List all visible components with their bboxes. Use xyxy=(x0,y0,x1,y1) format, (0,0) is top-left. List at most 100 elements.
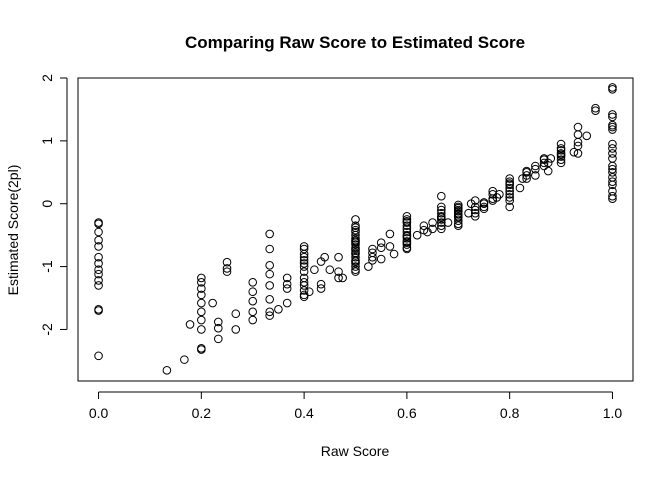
data-point xyxy=(299,249,309,259)
data-point xyxy=(94,281,103,290)
data-point xyxy=(608,194,617,203)
data-point xyxy=(608,83,617,92)
data-point xyxy=(573,149,583,158)
data-point xyxy=(265,281,274,290)
data-point xyxy=(213,334,223,344)
data-point xyxy=(208,298,217,308)
data-point xyxy=(543,166,553,176)
data-point xyxy=(470,202,480,212)
data-point xyxy=(608,180,617,190)
x-axis: 0.0 0.2 0.4 0.6 0.8 1.0 xyxy=(89,391,622,421)
data-point xyxy=(569,147,579,157)
x-tick-label: 0.8 xyxy=(500,405,520,421)
data-point xyxy=(368,244,377,254)
data-point xyxy=(299,252,309,262)
data-point xyxy=(94,235,103,245)
data-point xyxy=(470,205,480,215)
data-point xyxy=(94,252,103,262)
data-point xyxy=(428,218,437,227)
data-point xyxy=(608,85,617,94)
data-point xyxy=(543,158,553,168)
data-point xyxy=(94,259,103,268)
data-point xyxy=(338,273,347,283)
data-point xyxy=(222,264,232,273)
plot-frame xyxy=(77,77,634,382)
data-point xyxy=(299,286,309,295)
data-point xyxy=(94,269,103,279)
x-tick-label: 0.0 xyxy=(89,405,109,421)
data-point xyxy=(265,244,274,254)
data-point xyxy=(419,221,429,231)
data-point xyxy=(197,284,206,293)
data-point xyxy=(437,224,446,234)
data-point xyxy=(437,202,446,212)
data-point xyxy=(351,227,360,237)
data-point xyxy=(282,273,292,283)
data-point xyxy=(505,202,514,212)
data-point xyxy=(299,256,309,265)
data-point xyxy=(539,158,549,168)
data-point xyxy=(608,177,617,187)
data-point xyxy=(402,217,412,226)
chart-title: Comparing Raw Score to Estimated Score xyxy=(185,33,525,52)
data-point xyxy=(213,323,223,333)
data-point xyxy=(412,230,422,240)
data-point xyxy=(248,315,258,325)
data-point xyxy=(376,254,386,264)
data-point xyxy=(608,164,617,174)
data-point xyxy=(470,211,480,221)
data-point xyxy=(248,307,258,317)
data-point xyxy=(364,262,373,271)
data-point xyxy=(495,189,504,199)
data-point xyxy=(248,278,258,287)
data-point xyxy=(299,281,309,290)
data-point xyxy=(437,191,446,201)
data-point xyxy=(265,269,274,279)
data-point xyxy=(197,315,206,325)
data-point xyxy=(437,218,446,227)
data-point xyxy=(351,244,360,254)
data-point xyxy=(282,284,292,293)
data-point xyxy=(522,171,531,180)
data-point xyxy=(402,221,412,231)
data-point xyxy=(185,320,195,329)
data-point xyxy=(453,221,463,231)
x-tick-label: 0.2 xyxy=(192,405,212,421)
y-tick-label: 0 xyxy=(39,200,55,208)
data-point xyxy=(608,173,617,182)
data-point xyxy=(376,238,386,248)
data-point xyxy=(556,139,566,149)
data-point xyxy=(608,110,617,119)
data-point xyxy=(505,179,514,188)
data-point xyxy=(556,158,566,168)
data-point xyxy=(608,167,617,177)
data-point xyxy=(505,174,514,183)
y-tick-label: -2 xyxy=(39,323,55,336)
data-point xyxy=(385,229,395,239)
data-point xyxy=(351,252,360,262)
data-point xyxy=(402,244,412,254)
data-point xyxy=(608,144,617,153)
data-point xyxy=(573,130,583,139)
data-point xyxy=(492,193,502,202)
data-point xyxy=(428,224,437,234)
data-point xyxy=(197,345,206,354)
data-point xyxy=(222,267,232,276)
data-point xyxy=(334,252,343,262)
data-point xyxy=(573,122,583,132)
data-point xyxy=(608,154,617,163)
y-tick-label: 2 xyxy=(39,74,55,82)
data-point xyxy=(608,149,617,158)
data-point xyxy=(531,171,540,180)
data-point xyxy=(582,131,592,141)
data-point xyxy=(443,218,453,227)
data-point xyxy=(437,213,446,222)
data-point xyxy=(248,296,258,306)
data-point xyxy=(94,351,103,361)
data-point xyxy=(162,366,172,375)
data-point xyxy=(351,267,360,276)
data-point xyxy=(351,215,360,224)
data-point xyxy=(531,164,540,174)
data-point xyxy=(222,257,232,267)
